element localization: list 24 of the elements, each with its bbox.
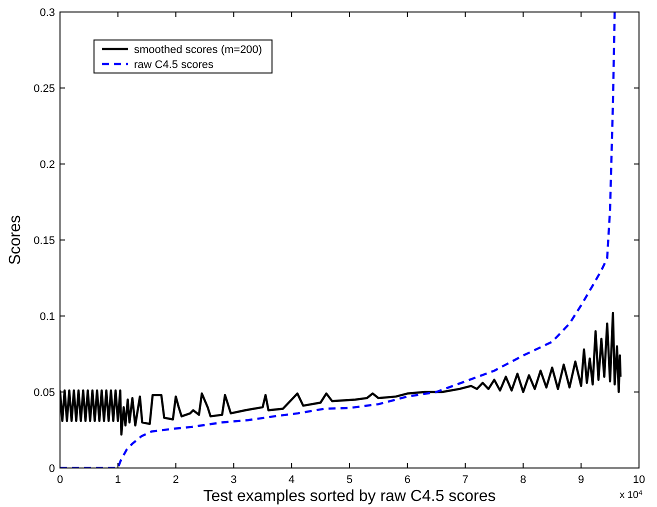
y-tick-label: 0	[48, 463, 55, 475]
y-tick-label: 0.15	[34, 235, 55, 247]
legend-label: raw C4.5 scores	[134, 59, 214, 71]
x-tick-label: 0	[56, 474, 64, 486]
x-tick-label: 10	[632, 474, 646, 486]
x-tick-label: 5	[346, 474, 353, 486]
legend-label: smoothed scores (m=200)	[134, 44, 262, 56]
y-tick-label: 0.1	[40, 311, 55, 323]
y-tick-label: 0.05	[34, 387, 55, 399]
x-tick-label: 4	[288, 474, 295, 486]
text: x 10$^{4}$	[620, 490, 642, 501]
x-tick-label: 1	[114, 474, 121, 486]
x-tick-label: 9	[578, 474, 584, 486]
x-axis-title: Test examples sorted by raw C4.5 scores	[203, 488, 496, 505]
x-tick-label: 8	[520, 474, 526, 486]
y-tick-label: 0.25	[34, 83, 55, 95]
x-tick-label: 7	[462, 474, 468, 486]
x-tick-label: 6	[404, 474, 410, 486]
x-tick-label: 2	[172, 474, 179, 486]
y-axis-title: Scores	[7, 215, 24, 265]
y-tick-label: 0.2	[40, 159, 55, 171]
x-tick-label: 3	[230, 474, 237, 486]
y-tick-label: 0.3	[40, 7, 55, 19]
line-series	[60, 10, 616, 468]
